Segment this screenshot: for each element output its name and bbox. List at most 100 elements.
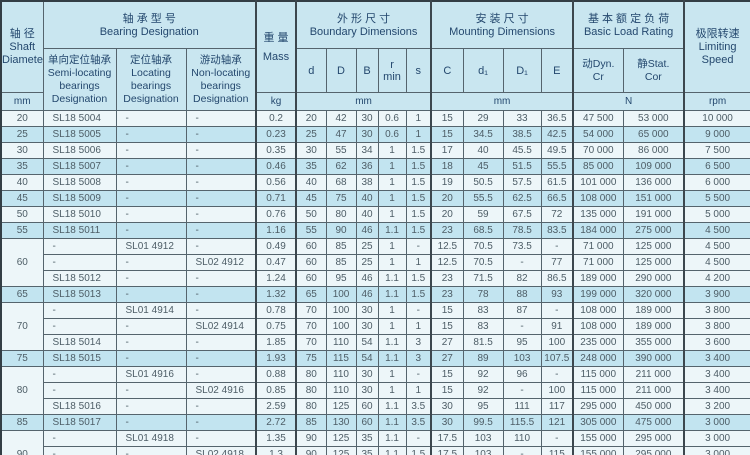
header-col-D: D	[325, 48, 357, 93]
designation-semi-cell: SL18 5015	[42, 350, 117, 367]
D1-cell: 73.5	[502, 238, 542, 255]
d1-cell: 70.5	[462, 238, 504, 255]
d-cell: 75	[295, 350, 327, 367]
shaft-diameter-cell: 70	[0, 302, 44, 351]
table-row: 30 SL18 5006- -0.35 30 55 34 1 1.5 17 40 45.5 49.5 7…	[0, 142, 750, 159]
s-cell: 1	[405, 318, 432, 335]
static-load-cell: 189 000	[622, 318, 685, 335]
designation-locating-cell: -	[115, 222, 187, 239]
static-load-cell: 136 000	[622, 174, 685, 191]
s-cell: 3.5	[405, 398, 432, 415]
B-cell: 38	[355, 174, 379, 191]
B-cell: 25	[355, 254, 379, 271]
header-static-load: 静Stat. Cor	[622, 48, 685, 93]
E-cell: 117	[540, 398, 574, 415]
designation-nonlocating-cell: -	[185, 270, 257, 287]
d1-cell: 29	[462, 110, 504, 127]
d-cell: 90	[295, 446, 327, 455]
designation-locating-cell: -	[115, 158, 187, 175]
E-cell: 42.5	[540, 126, 574, 143]
designation-nonlocating-cell: SL02 4912	[185, 254, 257, 271]
limiting-speed-cell: 10 000	[683, 110, 750, 127]
designation-nonlocating-cell: -	[185, 238, 257, 255]
mass-cell: 0.49	[255, 238, 297, 255]
designation-nonlocating-cell: -	[185, 190, 257, 207]
designation-semi-cell: SL18 5008	[42, 174, 117, 191]
d-cell: 60	[295, 254, 327, 271]
header-col-r-min: r min	[377, 48, 407, 93]
dynamic-load-cell: 115 000	[572, 382, 624, 399]
d1-cell: 92	[462, 366, 504, 383]
dynamic-load-cell: 108 000	[572, 190, 624, 207]
mass-cell: 0.23	[255, 126, 297, 143]
d1-cell: 103	[462, 430, 504, 447]
r-min-cell: 1	[377, 318, 407, 335]
C-cell: 12.5	[430, 238, 464, 255]
D1-cell: 62.5	[502, 190, 542, 207]
d-cell: 35	[295, 158, 327, 175]
r-min-cell: 1.1	[377, 270, 407, 287]
table-row: 90- SL01 4918-1.35 90 125 35 1.1-17.5 103 110-1…	[0, 430, 750, 455]
dynamic-load-cell: 71 000	[572, 254, 624, 271]
unit-mounting-mm: mm	[430, 92, 574, 111]
dynamic-load-cell: 85 000	[572, 158, 624, 175]
designation-semi-cell: SL18 5004	[42, 110, 117, 127]
designation-semi-cell: SL18 5006	[42, 142, 117, 159]
E-cell: -	[540, 238, 574, 255]
d1-cell: 68.5	[462, 222, 504, 239]
designation-locating-cell: -	[115, 318, 187, 335]
r-min-cell: 1.1	[377, 414, 407, 431]
table-row: SL18 5014- -1.85 70 110 54 1.1 3 27 81.5 95 100 235…	[1, 334, 750, 351]
B-cell: 36	[355, 158, 379, 175]
r-min-cell: 1	[377, 206, 407, 223]
D-cell: 55	[325, 142, 357, 159]
E-cell: 66.5	[540, 190, 574, 207]
B-cell: 30	[355, 382, 379, 399]
E-cell: 86.5	[540, 270, 574, 287]
header-col-d: d	[295, 48, 327, 93]
D1-cell: 45.5	[502, 142, 542, 159]
E-cell: 91	[540, 318, 574, 335]
designation-semi-cell: -	[42, 318, 117, 335]
header-col-D1: D₁	[502, 48, 542, 93]
designation-locating-cell: -	[115, 446, 187, 455]
B-cell: 40	[355, 206, 379, 223]
table-row: - - SL02 4912 0.47 60 85 25 1 1 12.5 70.5-77 71 000…	[1, 254, 750, 271]
D-cell: 95	[325, 270, 357, 287]
designation-nonlocating-cell: -	[185, 398, 257, 415]
D1-cell: 38.5	[502, 126, 542, 143]
s-cell: 1	[405, 254, 432, 271]
table-row: 20 SL18 5004- -0.2 20 42 30 0.6 1 15 29 33 36.5 47 5…	[0, 110, 750, 127]
header-shaft-diameter: 轴 径 Shaft Diameter	[0, 0, 44, 93]
dynamic-load-cell: 108 000	[572, 302, 624, 319]
designation-nonlocating-cell: SL02 4916	[185, 382, 257, 399]
designation-locating-cell: -	[115, 350, 187, 367]
dynamic-load-cell: 305 000	[572, 414, 624, 431]
dynamic-load-cell: 189 000	[572, 270, 624, 287]
designation-nonlocating-cell: -	[185, 110, 257, 127]
mass-cell: 0.56	[255, 174, 297, 191]
C-cell: 17	[430, 142, 464, 159]
d-cell: 65	[295, 286, 327, 303]
D1-cell: 67.5	[502, 206, 542, 223]
D1-cell: 33	[502, 110, 542, 127]
D1-cell: -	[502, 382, 542, 399]
C-cell: 19	[430, 174, 464, 191]
shaft-diameter-cell: 30	[0, 142, 44, 159]
E-cell: 55.5	[540, 158, 574, 175]
r-min-cell: 1.1	[377, 398, 407, 415]
D-cell: 110	[325, 382, 357, 399]
B-cell: 54	[355, 350, 379, 367]
dynamic-load-cell: 235 000	[572, 334, 624, 351]
D-cell: 125	[325, 446, 357, 455]
shaft-diameter-cell: 20	[0, 110, 44, 127]
designation-nonlocating-cell: SL02 4918	[185, 446, 257, 455]
designation-nonlocating-cell: SL02 4914	[185, 318, 257, 335]
s-cell: -	[405, 430, 432, 447]
dynamic-load-cell: 70 000	[572, 142, 624, 159]
table-row: 25 SL18 5005- -0.23 25 47 30 0.6 1 15 34.5 38.5 42.…	[0, 126, 750, 143]
shaft-diameter-cell: 75	[0, 350, 44, 367]
d-cell: 80	[295, 366, 327, 383]
designation-nonlocating-cell: -	[185, 302, 257, 319]
